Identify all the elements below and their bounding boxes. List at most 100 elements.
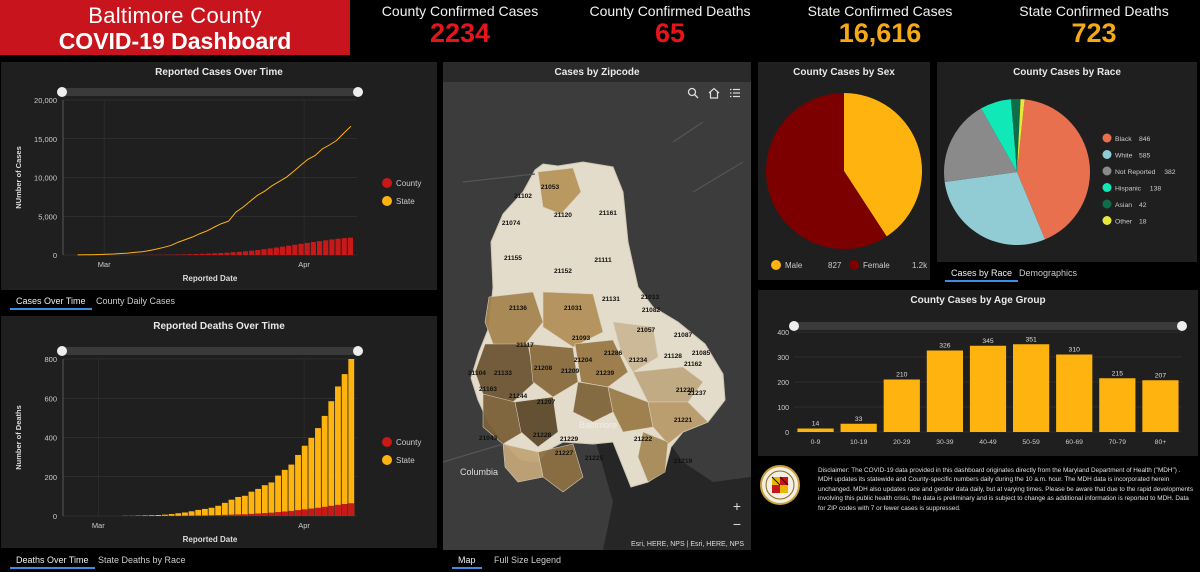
legend-label: Asian bbox=[1115, 202, 1132, 209]
age-bar[interactable] bbox=[1099, 378, 1136, 432]
zipcode-label: 21085 bbox=[692, 350, 711, 357]
state-line bbox=[77, 125, 352, 256]
zipcode-region[interactable] bbox=[572, 381, 614, 423]
deaths-over-time-panel: Reported Deaths Over Time 0 200 400 600 800 M… bbox=[1, 316, 437, 548]
legend-label: White bbox=[1115, 153, 1133, 160]
zipcode-region[interactable] bbox=[514, 396, 559, 448]
range-slider-handle-right[interactable] bbox=[353, 87, 363, 97]
state-bar bbox=[168, 514, 175, 516]
sex-pie-slice[interactable] bbox=[844, 93, 923, 237]
tab-deaths-over-time[interactable]: Deaths Over Time bbox=[10, 551, 95, 569]
age-bar[interactable] bbox=[1142, 380, 1179, 432]
zipcode-label: 21229 bbox=[560, 436, 579, 443]
race-pie-slice[interactable] bbox=[1017, 99, 1025, 172]
zipcode-label: 21239 bbox=[596, 370, 615, 377]
county-bar bbox=[236, 251, 242, 255]
zipcode-region[interactable] bbox=[637, 431, 669, 483]
race-pie-slice[interactable] bbox=[944, 172, 1045, 246]
county-bar bbox=[228, 514, 235, 516]
bar-value-label: 326 bbox=[939, 343, 951, 350]
zipcode-region[interactable] bbox=[607, 386, 654, 433]
zipcode-region[interactable] bbox=[612, 321, 659, 373]
age-bar[interactable] bbox=[1056, 354, 1093, 433]
race-pie-slice[interactable] bbox=[943, 108, 1017, 182]
zipcode-region[interactable] bbox=[537, 167, 582, 215]
legend-value: 585 bbox=[1139, 153, 1151, 160]
place-label-columbia: Columbia bbox=[460, 467, 498, 477]
home-icon[interactable] bbox=[706, 87, 722, 103]
zipcode-region[interactable] bbox=[574, 339, 629, 388]
zipcode-label: 21104 bbox=[468, 370, 486, 377]
tab-map[interactable]: Map bbox=[452, 551, 482, 569]
range-slider-handle-right[interactable] bbox=[353, 346, 363, 356]
county-bar bbox=[286, 245, 292, 255]
legend-label: Black bbox=[1115, 136, 1132, 143]
zoom-in-icon[interactable]: + bbox=[732, 498, 742, 514]
county-bar bbox=[195, 515, 202, 516]
map-panel: Cases by Zipcode 21053 21102 21120 21161 210… bbox=[443, 62, 751, 550]
state-bar bbox=[215, 505, 222, 516]
tab-cases-by-race[interactable]: Cases by Race bbox=[945, 264, 1019, 282]
range-slider-handle-left[interactable] bbox=[789, 321, 799, 331]
county-bar bbox=[348, 503, 355, 516]
range-slider-handle-right[interactable] bbox=[1177, 321, 1187, 331]
state-bar bbox=[241, 495, 248, 516]
race-pie-slice[interactable] bbox=[1017, 99, 1091, 240]
age-bar[interactable] bbox=[926, 350, 963, 433]
zipcode-region[interactable] bbox=[647, 401, 709, 445]
range-slider-track[interactable] bbox=[61, 347, 359, 355]
race-pie-slice[interactable] bbox=[981, 99, 1017, 172]
age-bar[interactable] bbox=[797, 428, 834, 433]
race-pie-slice[interactable] bbox=[1010, 99, 1021, 172]
zipcode-region[interactable] bbox=[542, 291, 604, 348]
county-bar bbox=[255, 249, 261, 255]
zipcode-region[interactable] bbox=[632, 366, 704, 403]
age-bar[interactable] bbox=[883, 379, 920, 433]
zipcode-label: 21221 bbox=[674, 417, 693, 424]
range-slider-track[interactable] bbox=[794, 322, 1182, 330]
road-line bbox=[462, 173, 536, 183]
zipcode-region[interactable] bbox=[502, 443, 544, 483]
tab-demographics[interactable]: Demographics bbox=[1019, 268, 1078, 278]
range-slider-handle-left[interactable] bbox=[57, 87, 67, 97]
zipcode-label: 21057 bbox=[637, 327, 656, 334]
age-bar[interactable] bbox=[969, 345, 1007, 432]
county-bar bbox=[255, 513, 262, 516]
zipcode-region[interactable] bbox=[528, 343, 579, 398]
sex-pie-slice[interactable] bbox=[766, 93, 887, 250]
state-bar bbox=[315, 428, 321, 516]
legend-label: Male bbox=[785, 261, 803, 270]
range-slider-track[interactable] bbox=[61, 88, 359, 96]
y-tick-label: 0 bbox=[53, 512, 57, 521]
legend-value: 42 bbox=[1139, 202, 1147, 209]
x-tick-label: Apr bbox=[298, 521, 310, 530]
zoom-out-icon[interactable]: − bbox=[732, 516, 742, 532]
zipcode-map[interactable]: 21053 21102 21120 21161 21074 21155 21111 21152… bbox=[443, 82, 751, 550]
tab-cases-over-time[interactable]: Cases Over Time bbox=[10, 292, 92, 310]
legend-label: Female bbox=[863, 261, 890, 270]
search-icon[interactable] bbox=[685, 87, 701, 103]
road-line bbox=[672, 121, 704, 143]
legend-marker bbox=[849, 260, 859, 270]
state-bar bbox=[235, 496, 242, 516]
county-bar bbox=[321, 506, 328, 516]
county-bar bbox=[248, 513, 255, 516]
tab-full-size-legend[interactable]: Full Size Legend bbox=[494, 555, 562, 565]
age-bar[interactable] bbox=[1013, 344, 1050, 432]
zipcode-label: 21204 bbox=[574, 357, 593, 364]
tab-county-daily-cases[interactable]: County Daily Cases bbox=[96, 296, 176, 306]
road-line bbox=[443, 443, 504, 463]
stat-county-cases: County Confirmed Cases 2234 bbox=[370, 3, 550, 49]
state-bar bbox=[142, 515, 148, 516]
zipcode-region[interactable] bbox=[482, 393, 524, 445]
tab-state-deaths-by-race[interactable]: State Deaths by Race bbox=[98, 555, 186, 565]
zipcode-label: 21161 bbox=[599, 210, 617, 217]
list-icon[interactable] bbox=[727, 87, 743, 103]
range-slider-handle-left[interactable] bbox=[57, 346, 67, 356]
county-bar bbox=[323, 240, 329, 255]
stat-label: State Confirmed Cases bbox=[807, 3, 953, 19]
age-bar[interactable] bbox=[840, 423, 877, 432]
zipcode-label: 21225 bbox=[585, 455, 604, 462]
state-bar bbox=[321, 415, 328, 516]
county-bar bbox=[249, 250, 255, 255]
